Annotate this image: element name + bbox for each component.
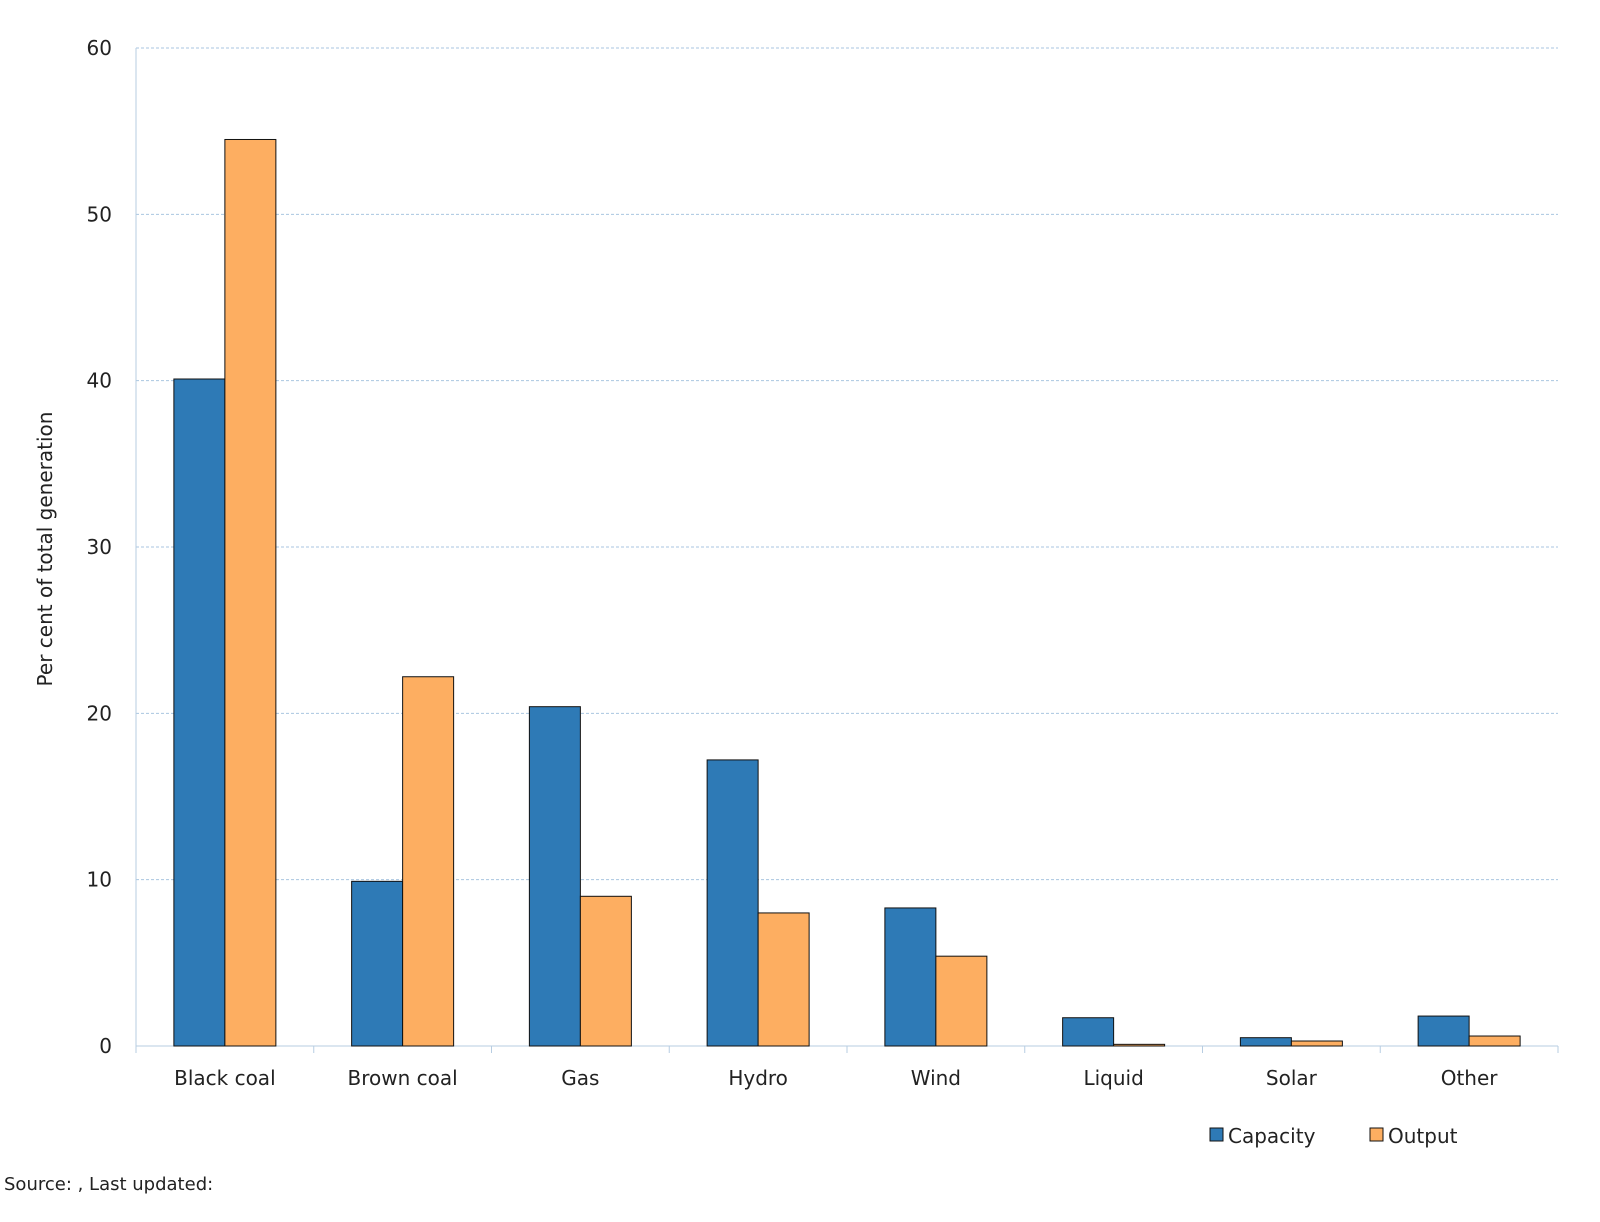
y-tick-label: 40 — [87, 369, 112, 393]
y-tick-label: 10 — [87, 868, 112, 892]
x-tick-label: Hydro — [728, 1066, 788, 1090]
y-tick-label: 30 — [87, 535, 112, 559]
bar-capacity-other — [1417, 1015, 1470, 1047]
bar-output-solar — [1290, 1040, 1343, 1047]
y-tick-label: 0 — [99, 1034, 112, 1058]
x-tick-labels: Black coal Brown coal Gas Hydro Wind Liquid So… — [174, 1066, 1498, 1090]
bar-capacity-liquid — [1062, 1017, 1115, 1047]
bar-capacity-brown-coal — [351, 880, 404, 1047]
y-tick-label: 50 — [87, 202, 112, 226]
bar-output-other — [1468, 1035, 1521, 1047]
legend-label-capacity: Capacity — [1228, 1124, 1316, 1148]
gridlines — [136, 47, 1558, 881]
bar-capacity-wind — [884, 907, 937, 1047]
y-tick-labels: 0 10 20 30 40 50 60 — [87, 36, 112, 1058]
y-tick-label: 20 — [87, 701, 112, 725]
bar-capacity-solar — [1239, 1037, 1292, 1047]
x-tick-label: Liquid — [1083, 1066, 1143, 1090]
bars — [173, 138, 1521, 1047]
bar-output-wind — [935, 955, 988, 1047]
axes — [135, 48, 1559, 1053]
bar-output-black-coal — [224, 138, 277, 1047]
bar-output-liquid — [1113, 1043, 1166, 1047]
legend: Capacity Output — [1209, 1124, 1458, 1148]
legend-label-output: Output — [1388, 1124, 1458, 1148]
x-tick-label: Wind — [911, 1066, 961, 1090]
bar-capacity-gas — [528, 706, 581, 1047]
legend-swatch-capacity — [1209, 1127, 1224, 1142]
legend-swatch-output — [1369, 1127, 1384, 1142]
bar-output-brown-coal — [402, 676, 455, 1047]
x-tick-label: Gas — [561, 1066, 599, 1090]
source-note: Source: , Last updated: — [4, 1174, 214, 1195]
x-tick-label: Solar — [1266, 1066, 1318, 1090]
bar-capacity-black-coal — [173, 378, 226, 1047]
bar-output-hydro — [757, 912, 810, 1047]
x-tick-label: Brown coal — [348, 1066, 458, 1090]
x-tick-label: Black coal — [174, 1066, 276, 1090]
bar-output-gas — [579, 895, 632, 1047]
x-tick-label: Other — [1441, 1066, 1499, 1090]
y-axis-title: Per cent of total generation — [33, 412, 57, 687]
bar-capacity-hydro — [706, 759, 759, 1047]
y-tick-label: 60 — [87, 36, 112, 60]
